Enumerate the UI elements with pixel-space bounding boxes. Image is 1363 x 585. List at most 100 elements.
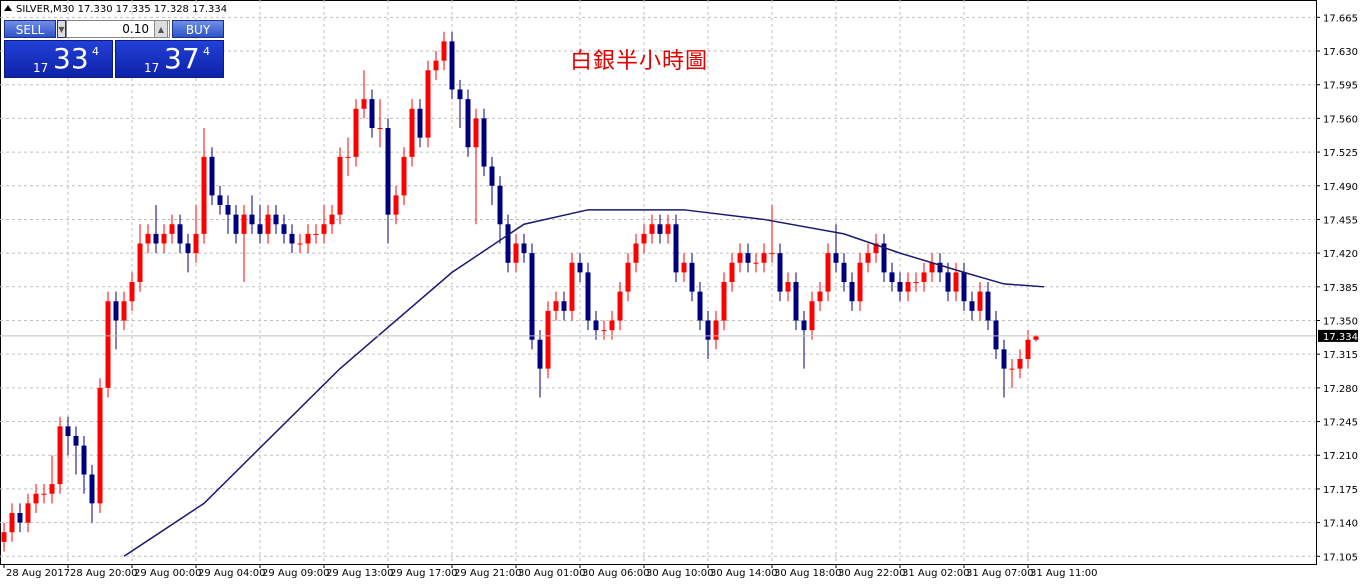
last-price-box	[1318, 329, 1358, 342]
candle-body	[345, 156, 351, 158]
y-tick-label: 17.350	[1323, 316, 1358, 327]
x-tick-label: 28 Aug 20:00	[70, 568, 137, 579]
candle-body	[305, 233, 311, 244]
candle-body	[9, 512, 15, 533]
candle-body	[841, 262, 847, 282]
x-tick-label: 31 Aug 02:00	[902, 568, 969, 579]
candle-body	[673, 224, 679, 273]
buy-button[interactable]: BUY	[172, 20, 224, 38]
candle-body	[217, 195, 223, 206]
candle-body	[617, 291, 623, 321]
candle-body	[185, 243, 191, 254]
y-tick-label: 17.315	[1323, 350, 1358, 361]
candle-body	[937, 262, 943, 273]
candle-body	[465, 99, 471, 148]
candle-body	[833, 253, 839, 263]
candle-body	[49, 484, 55, 494]
candle-body	[193, 233, 199, 254]
candle-body	[873, 243, 879, 254]
candle-body	[353, 108, 359, 157]
candle-body	[121, 301, 127, 321]
candle-body	[753, 262, 759, 264]
quote-big: 37	[164, 42, 200, 75]
trade-panel: SELL ▼ 0.10 ▲ BUY 17 33 4 17 37 4	[4, 18, 224, 79]
y-tick-label: 17.105	[1323, 552, 1358, 563]
candle-body	[713, 320, 719, 340]
x-tick-label: 31 Aug 07:00	[966, 568, 1033, 579]
y-tick-label: 17.455	[1323, 215, 1358, 226]
chart-header: SILVER,M30 17.330 17.335 17.328 17.334	[16, 4, 227, 15]
y-tick-label: 17.420	[1323, 249, 1358, 260]
x-tick-label: 29 Aug 13:00	[326, 568, 393, 579]
candle-body	[401, 156, 407, 196]
x-tick-label: 29 Aug 21:00	[454, 568, 521, 579]
last-price-label: 17.334	[1323, 332, 1358, 343]
candle-body	[977, 291, 983, 311]
candle-body	[89, 474, 95, 504]
candle-body	[689, 262, 695, 292]
candle-body	[297, 243, 303, 245]
candle-body	[1017, 358, 1023, 369]
candle-body	[329, 214, 335, 225]
candle-body	[993, 320, 999, 350]
candle-body	[129, 282, 135, 302]
y-tick-label: 17.385	[1323, 283, 1358, 294]
candle-body	[785, 282, 791, 292]
candle-body	[521, 243, 527, 254]
candle-body	[513, 243, 519, 263]
candle-body	[489, 166, 495, 186]
x-tick-label: 29 Aug 04:00	[198, 568, 265, 579]
y-tick-label: 17.490	[1323, 182, 1358, 193]
candle-body	[441, 41, 447, 61]
candle-body	[897, 282, 903, 292]
plot-frame	[0, 0, 1317, 565]
candle-body	[577, 262, 583, 273]
candle-body	[1001, 349, 1007, 369]
candle-body	[569, 262, 575, 311]
candle-body	[57, 426, 63, 485]
candle-body	[849, 282, 855, 302]
candle-body	[913, 282, 919, 283]
candle-body	[969, 301, 975, 311]
candle-body	[961, 272, 967, 302]
sell-button[interactable]: SELL	[4, 20, 56, 38]
candle-body	[321, 224, 327, 234]
candle-body	[665, 224, 671, 234]
candle-body	[649, 224, 655, 234]
candle-body	[281, 224, 287, 234]
grid	[0, 0, 1316, 564]
candle-body	[681, 262, 687, 273]
quote-pip: 4	[203, 45, 210, 58]
y-tick-label: 17.595	[1323, 81, 1358, 92]
buy-quote[interactable]: 17 37 4	[115, 40, 224, 78]
candle-body	[809, 301, 815, 331]
candle-body	[377, 128, 383, 130]
candle-body	[697, 291, 703, 321]
candle-body	[929, 262, 935, 273]
candle-body	[657, 224, 663, 234]
lot-down[interactable]: ▼	[57, 20, 66, 38]
candle-body	[105, 301, 111, 388]
y-tick-label: 17.280	[1323, 384, 1358, 395]
lot-up[interactable]: ▲	[154, 20, 168, 38]
x-tick-label: 30 Aug 10:00	[646, 568, 713, 579]
quote-big: 33	[53, 42, 89, 75]
quote-prefix: 17	[144, 61, 160, 75]
candle-body	[1025, 339, 1031, 359]
candle-body	[481, 118, 487, 167]
y-tick-label: 17.665	[1323, 13, 1358, 24]
y-tick-label: 17.560	[1323, 114, 1358, 125]
candle-body	[241, 214, 247, 234]
candle-body	[433, 60, 439, 71]
candle-body	[393, 195, 399, 215]
candle-body	[553, 301, 559, 311]
candle-body	[65, 426, 71, 436]
y-tick-label: 17.140	[1323, 519, 1358, 530]
y-tick-label: 17.525	[1323, 148, 1358, 159]
sell-quote[interactable]: 17 33 4	[4, 40, 113, 78]
candle-body	[545, 310, 551, 369]
candle-body	[17, 512, 23, 523]
lot-input[interactable]: 0.10	[66, 20, 170, 38]
candle-body	[73, 435, 79, 446]
